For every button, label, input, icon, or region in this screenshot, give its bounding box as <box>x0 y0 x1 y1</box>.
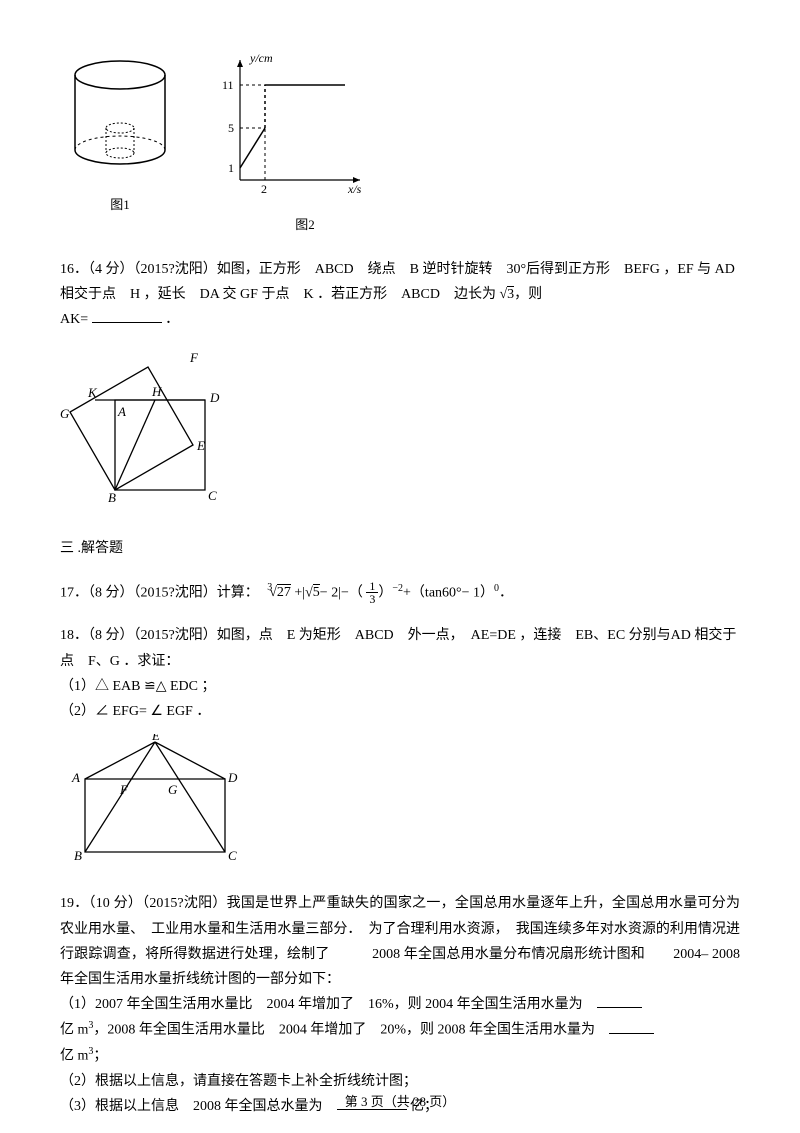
q19-l2d: 亿 m <box>60 1049 88 1064</box>
section-3-title: 三 .解答题 <box>60 536 740 561</box>
ytick-11: 11 <box>222 78 234 92</box>
svg-text:F: F <box>119 782 129 797</box>
q16-mid: ，则 <box>514 287 542 302</box>
q16-ak: AK= <box>60 312 88 327</box>
problem-17: 17．（8 分）（2015?沈阳）计算： 3√27 +|√5− 2|−（ 1 3… <box>60 580 740 606</box>
svg-text:G: G <box>60 406 70 421</box>
blank-ak <box>92 309 162 323</box>
figure-1-caption: 图1 <box>60 193 180 216</box>
svg-text:D: D <box>209 390 220 405</box>
svg-text:E: E <box>196 438 205 453</box>
blank-2008 <box>609 1020 654 1034</box>
svg-text:B: B <box>74 848 82 863</box>
svg-text:H: H <box>151 384 162 399</box>
svg-text:C: C <box>208 488 217 502</box>
svg-text:K: K <box>87 385 98 400</box>
svg-text:A: A <box>71 770 80 785</box>
q19-l2: （1）2007 年全国生活用水量比 2004 年增加了 16%，则 2004 年… <box>60 992 740 1069</box>
exp-neg2: −2 <box>392 583 403 594</box>
sqrt-3: √3 <box>499 286 514 302</box>
q19-l1: 19．（10 分）（2015?沈阳）我国是世界上严重缺失的国家之一，全国总用水量… <box>60 891 740 992</box>
q16-period: ． <box>165 312 179 327</box>
svg-text:B: B <box>108 490 116 502</box>
q19-l2c: ，2008 年全国生活用水量比 2004 年增加了 20%，则 2008 年全国… <box>93 1023 609 1038</box>
q19-l2b: 亿 m <box>60 1023 88 1038</box>
q19-l2a: （1）2007 年全国生活用水量比 2004 年增加了 16%，则 2004 年… <box>60 997 597 1012</box>
sqrt5: 5 <box>313 584 320 600</box>
page-footer: 第 3 页（共 28 页） <box>0 1090 800 1113</box>
ytick-1: 1 <box>228 161 234 175</box>
problem-19: 19．（10 分）（2015?沈阳）我国是世界上严重缺失的国家之一，全国总用水量… <box>60 891 740 1119</box>
x-axis-label: x/s <box>347 182 362 196</box>
figure-q16-svg: F K H D G A E B C <box>60 342 230 502</box>
figures-15: 图1 y/cm x/s 11 5 1 2 图2 <box>60 50 740 237</box>
svg-text:A: A <box>117 404 126 419</box>
figure-2-container: y/cm x/s 11 5 1 2 图2 <box>210 50 370 237</box>
blank-2004 <box>597 994 642 1008</box>
q17-prefix: 17．（8 分）（2015?沈阳）计算： <box>60 585 266 600</box>
y-axis-label: y/cm <box>249 51 273 65</box>
figure-1-svg <box>60 50 180 180</box>
q18-line2: （1）△ EAB ≌△ EDC ； <box>60 674 740 699</box>
q17-plus2: +（tan60°− 1） <box>403 585 494 600</box>
q17-minus2: − 2|−（ <box>320 585 363 600</box>
q18-line3: （2）∠ EFG= ∠ EGF ． <box>60 699 740 724</box>
svg-text:E: E <box>151 734 160 743</box>
q17-paren: ） <box>378 585 392 600</box>
problem-16: 16．（4 分）（2015?沈阳）如图，正方形 ABCD 绕点 B 逆时针旋转 … <box>60 257 740 333</box>
figure-2-caption: 图2 <box>240 213 370 236</box>
frac-1-3: 1 3 <box>366 580 378 605</box>
svg-text:D: D <box>227 770 238 785</box>
q17-end: ． <box>499 585 513 600</box>
figure-1-container: 图1 <box>60 50 180 237</box>
ytick-5: 5 <box>228 121 234 135</box>
svg-text:C: C <box>228 848 237 863</box>
svg-text:G: G <box>168 782 178 797</box>
cube-root-27: 3√27 <box>269 585 294 600</box>
q19-l2e: ； <box>93 1049 107 1064</box>
xtick-2: 2 <box>261 182 267 196</box>
q17-plus1: +| <box>294 585 305 600</box>
q18-line1: 18．（8 分）（2015?沈阳）如图，点 E 为矩形 ABCD 外一点， AE… <box>60 623 740 673</box>
figure-q18-svg: E A D F G B C <box>60 734 250 864</box>
problem-18: 18．（8 分）（2015?沈阳）如图，点 E 为矩形 ABCD 外一点， AE… <box>60 623 740 724</box>
q16-text-1: 16．（4 分）（2015?沈阳）如图，正方形 ABCD 绕点 B 逆时针旋转 … <box>60 262 735 302</box>
svg-text:F: F <box>189 350 199 365</box>
figure-2-svg: y/cm x/s 11 5 1 2 <box>210 50 370 200</box>
